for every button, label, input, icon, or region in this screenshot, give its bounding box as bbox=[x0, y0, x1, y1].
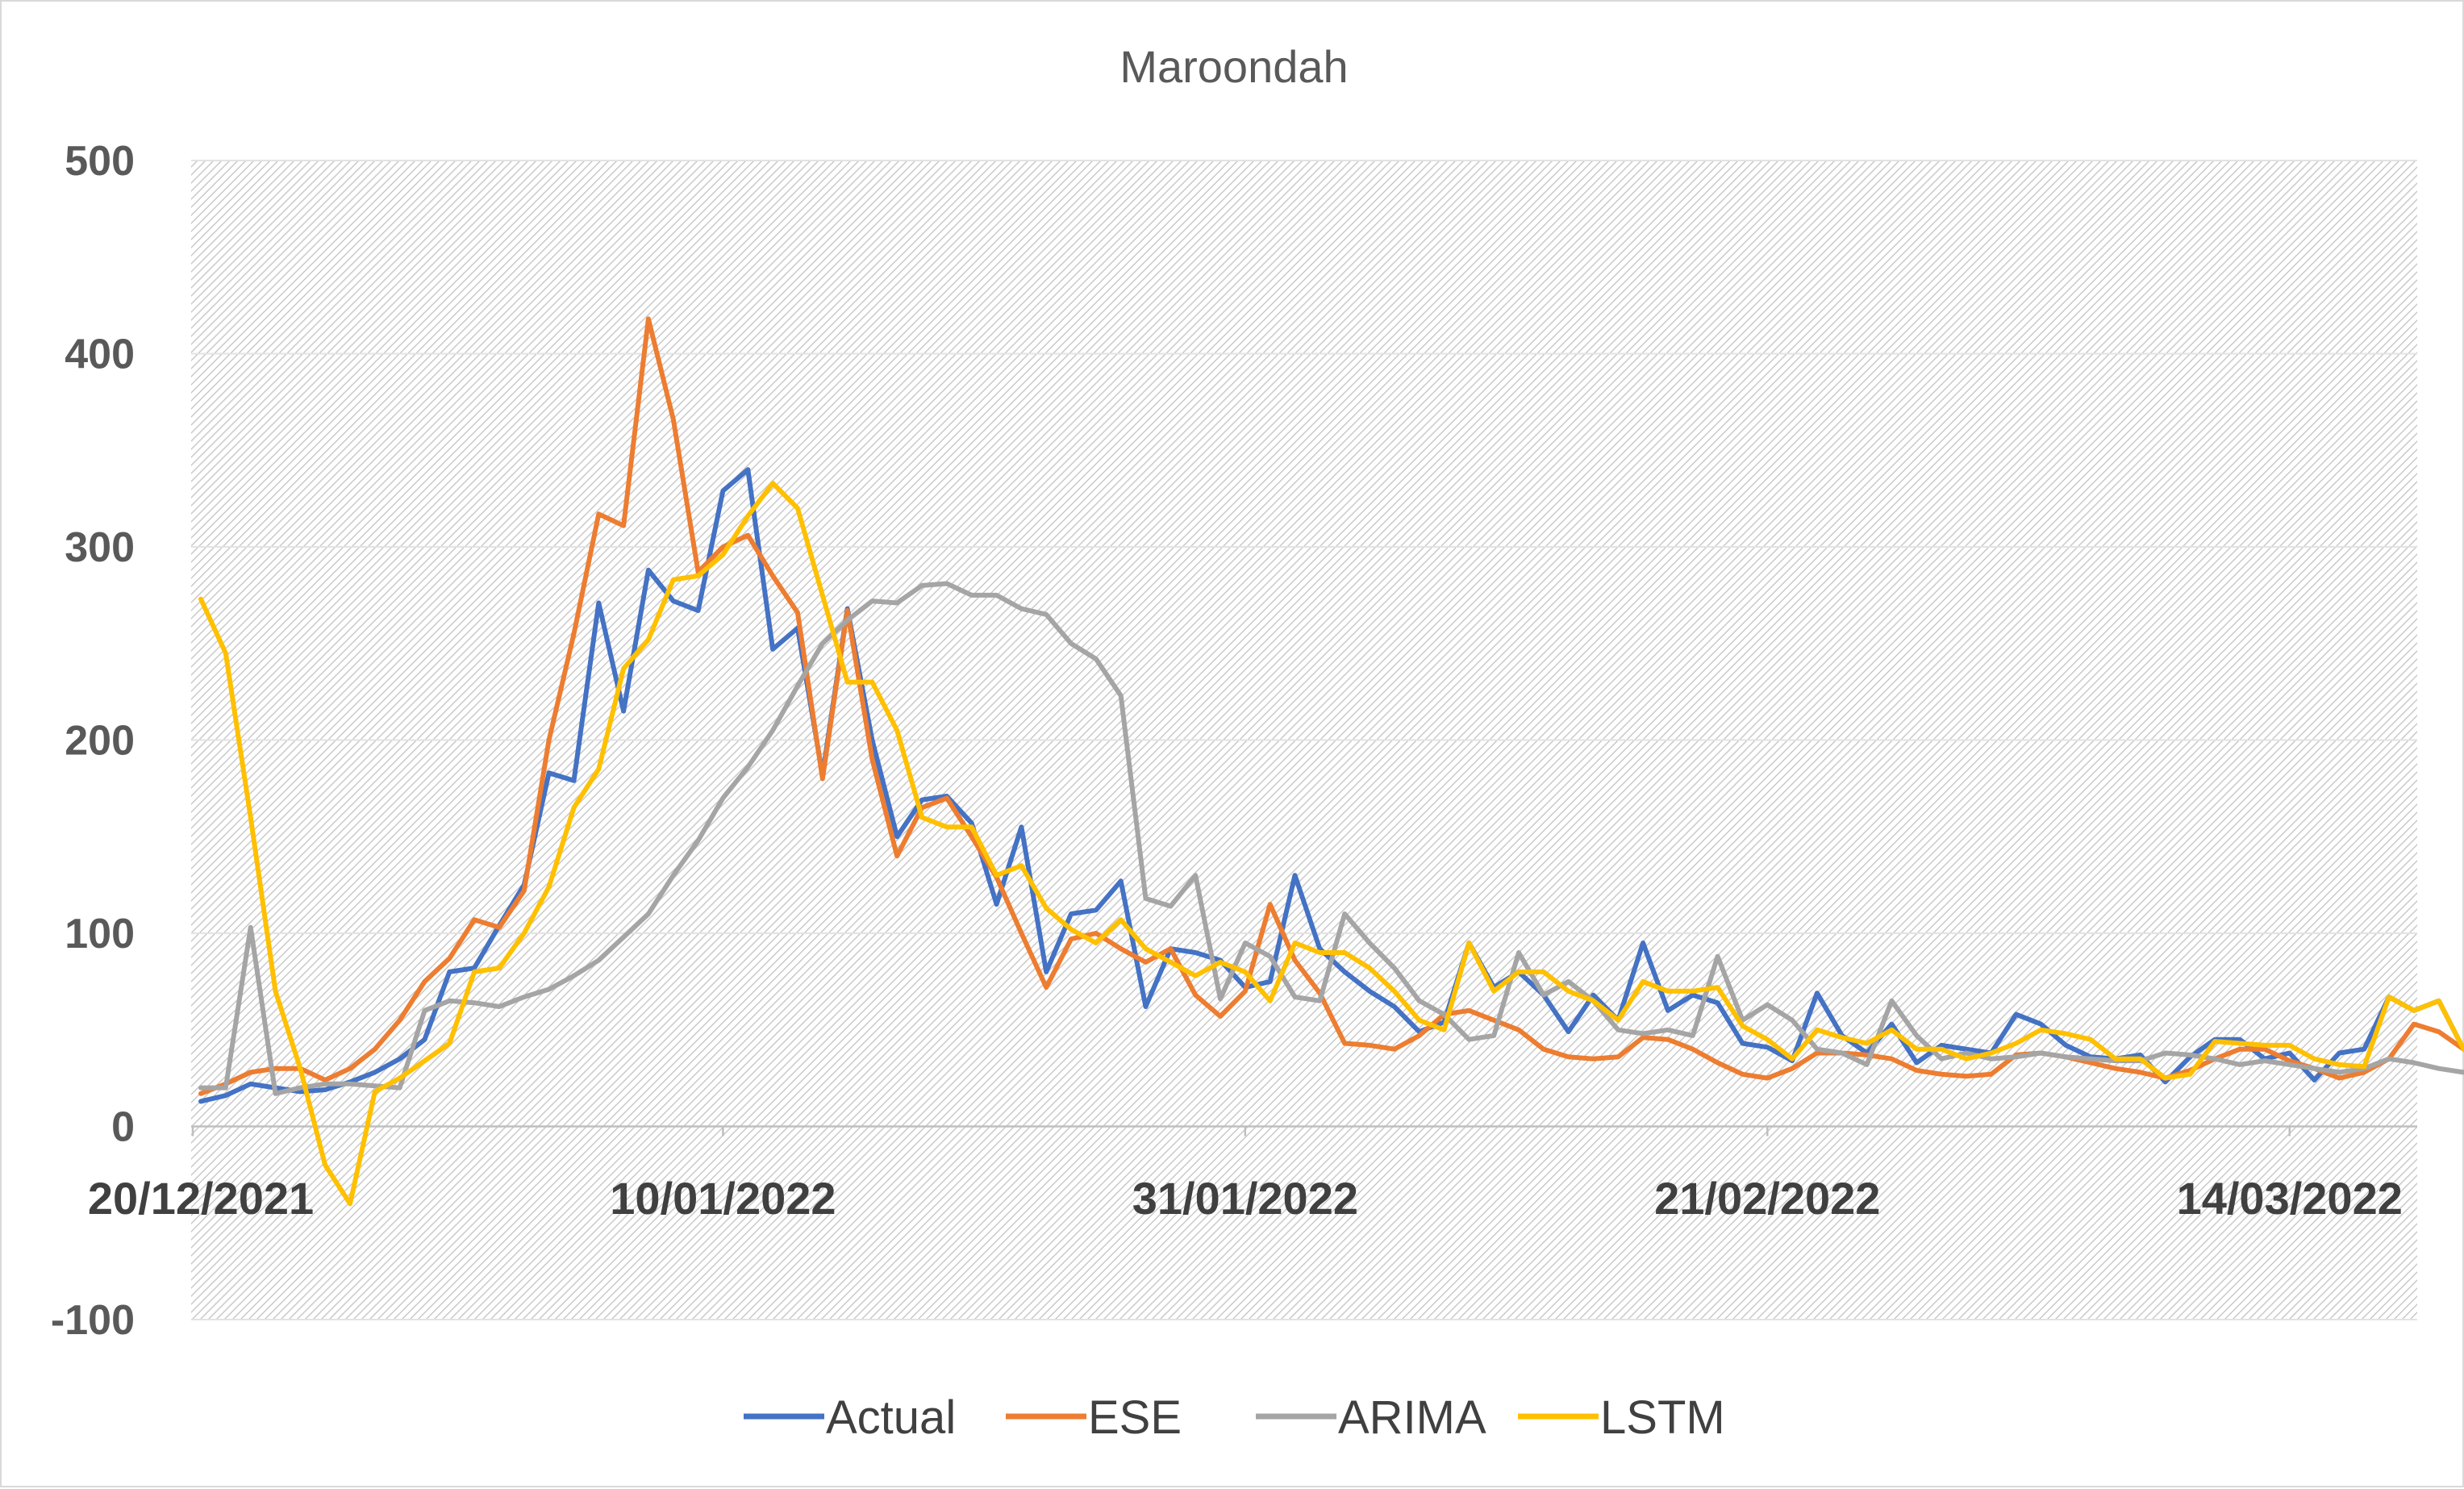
legend-label-actual: Actual bbox=[826, 1391, 956, 1444]
x-tick-label: 21/02/2022 bbox=[1654, 1173, 1880, 1224]
x-tick-label: 20/12/2021 bbox=[88, 1173, 314, 1224]
chart-title: Maroondah bbox=[1119, 41, 1348, 92]
y-axis-ticks: -100 0 100 200 300 400 500 bbox=[51, 138, 135, 1344]
x-axis bbox=[191, 1125, 2417, 1137]
x-tick-label: 10/01/2022 bbox=[610, 1173, 836, 1224]
y-tick-label: 200 bbox=[65, 718, 135, 765]
gridlines bbox=[191, 160, 2417, 1320]
legend-label-lstm: LSTM bbox=[1600, 1391, 1725, 1444]
series-line-lstm bbox=[198, 481, 2464, 1207]
series-lines bbox=[198, 316, 2464, 1207]
x-tick-label: 14/03/2022 bbox=[2177, 1173, 2403, 1224]
y-tick-label: 500 bbox=[65, 138, 135, 185]
legend: Actual ESE ARIMA LSTM bbox=[744, 1391, 1725, 1444]
x-axis-ticks: 20/12/2021 10/01/2022 31/01/2022 21/02/2022… bbox=[88, 1173, 2403, 1224]
y-tick-label: 300 bbox=[65, 524, 135, 571]
series-line-ese bbox=[198, 316, 2464, 1096]
y-tick-label: 100 bbox=[65, 911, 135, 957]
legend-label-arima: ARIMA bbox=[1338, 1391, 1486, 1444]
y-tick-label: -100 bbox=[51, 1297, 135, 1344]
y-tick-label: 400 bbox=[65, 332, 135, 378]
legend-label-ese: ESE bbox=[1088, 1391, 1182, 1444]
x-tick-label: 31/01/2022 bbox=[1132, 1173, 1358, 1224]
y-tick-label: 0 bbox=[111, 1104, 135, 1151]
